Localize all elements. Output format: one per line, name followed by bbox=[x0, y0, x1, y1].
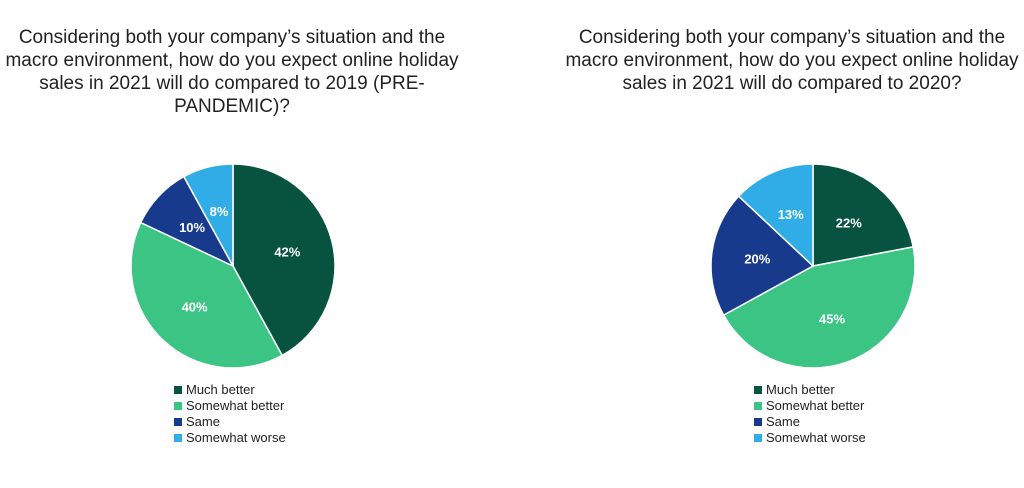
chart-panel-right: Considering both your company’s situatio… bbox=[512, 0, 1024, 488]
chart-title: Considering both your company’s situatio… bbox=[5, 27, 459, 117]
legend-label: Somewhat worse bbox=[186, 430, 286, 445]
legend-swatch bbox=[174, 386, 182, 394]
legend: Much better Somewhat better Same Somewhat w… bbox=[754, 382, 866, 446]
legend-item-much-better: Much better bbox=[754, 382, 866, 398]
legend-label: Somewhat worse bbox=[766, 430, 866, 445]
pie-slice-somewhat-better bbox=[722, 246, 916, 369]
legend-label: Much better bbox=[766, 382, 835, 397]
legend-item-somewhat-worse: Somewhat worse bbox=[174, 430, 286, 446]
legend-swatch bbox=[754, 402, 762, 410]
legend-swatch bbox=[174, 402, 182, 410]
pie-slice-much-better bbox=[812, 163, 915, 267]
legend-item-same: Same bbox=[754, 414, 866, 430]
pie-slice-much-better bbox=[232, 163, 336, 357]
legend-swatch bbox=[174, 434, 182, 442]
chart-panel-left: Considering both your company’s situatio… bbox=[5, 27, 459, 446]
legend: Much better Somewhat better Same Somewhat w… bbox=[174, 382, 286, 446]
legend-item-somewhat-better: Somewhat better bbox=[754, 398, 866, 414]
pie-slice-somewhat-worse bbox=[737, 163, 814, 268]
legend-swatch bbox=[754, 418, 762, 426]
legend-label: Somewhat better bbox=[766, 398, 865, 413]
pie-chart: 42% 40% 10% 8% bbox=[130, 163, 336, 369]
data-label-somewhat-better: 40% bbox=[182, 299, 208, 314]
chart-title: Considering both your company’s situatio… bbox=[565, 27, 1019, 94]
legend-label: Same bbox=[186, 414, 220, 429]
legend-item-same: Same bbox=[174, 414, 286, 430]
data-label-same: 10% bbox=[179, 220, 205, 235]
data-label-same: 20% bbox=[744, 251, 770, 266]
pie-slice-same bbox=[710, 195, 815, 317]
data-label-somewhat-worse: 13% bbox=[778, 207, 804, 222]
pie-slice-somewhat-worse bbox=[182, 163, 234, 267]
legend-item-somewhat-better: Somewhat better bbox=[174, 398, 286, 414]
legend-swatch bbox=[754, 386, 762, 394]
legend-label: Same bbox=[766, 414, 800, 429]
pie-slice-somewhat-better bbox=[130, 221, 284, 369]
legend-swatch bbox=[754, 434, 762, 442]
data-label-somewhat-worse: 8% bbox=[210, 204, 229, 219]
pie-chart: 22% 45% 20% 13% bbox=[710, 163, 916, 369]
legend-label: Much better bbox=[186, 382, 255, 397]
legend-item-much-better: Much better bbox=[174, 382, 286, 398]
legend-swatch bbox=[174, 418, 182, 426]
legend-label: Somewhat better bbox=[186, 398, 285, 413]
data-label-much-better: 22% bbox=[836, 215, 862, 230]
legend-item-somewhat-worse: Somewhat worse bbox=[754, 430, 866, 446]
data-label-somewhat-better: 45% bbox=[819, 311, 845, 326]
data-label-much-better: 42% bbox=[274, 245, 300, 260]
